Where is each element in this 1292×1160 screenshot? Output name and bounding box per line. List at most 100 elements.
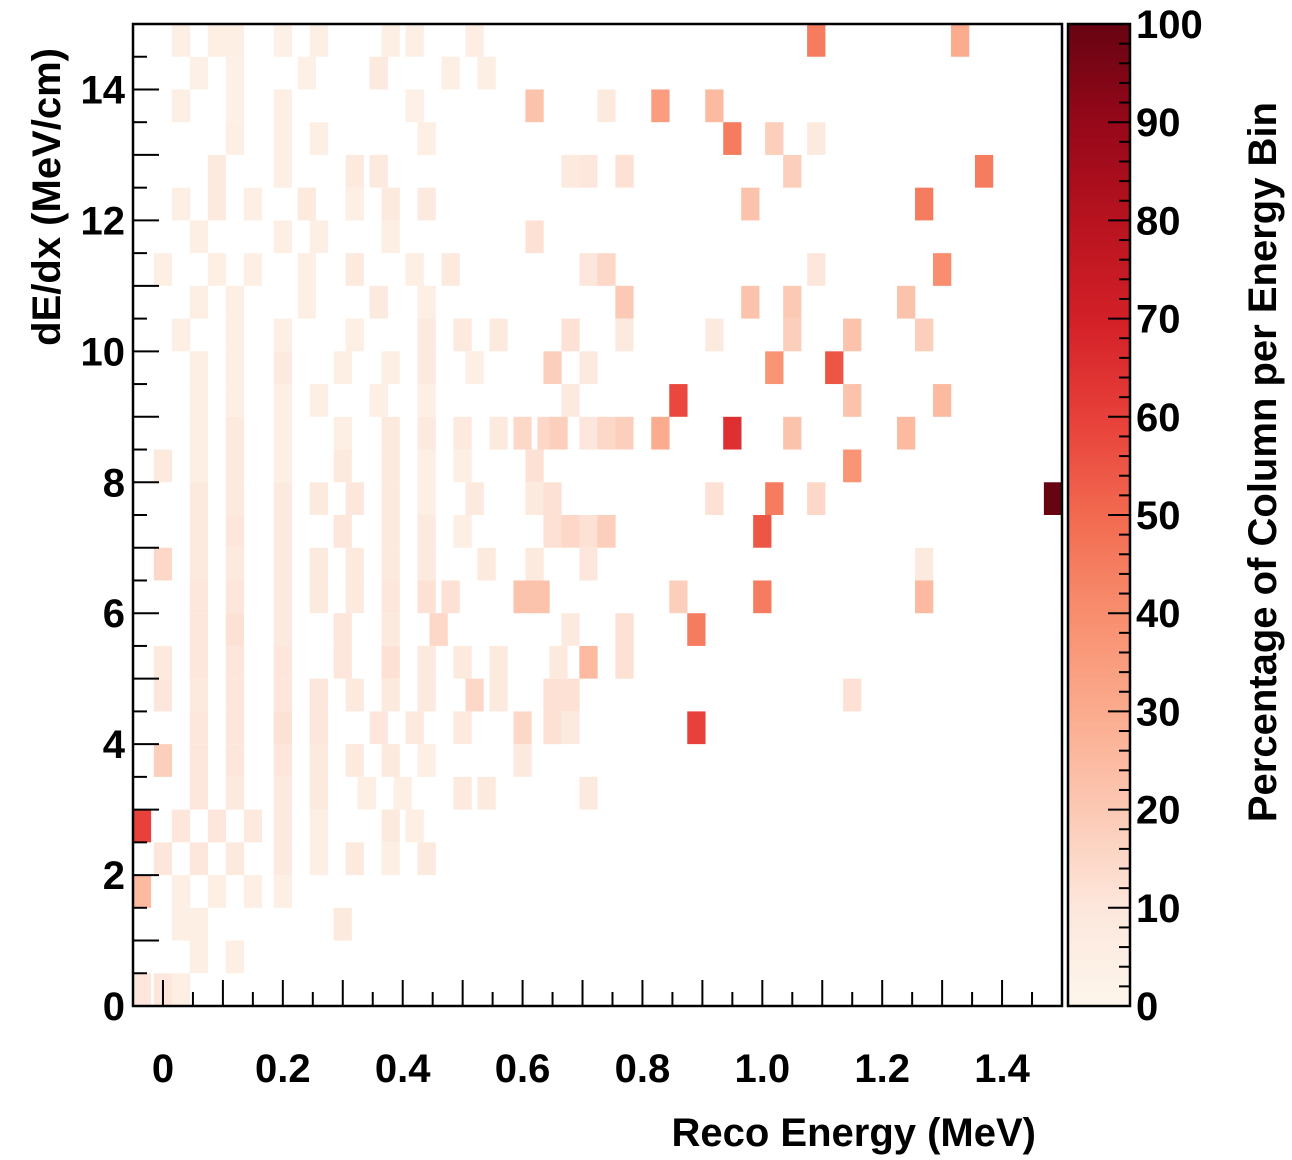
colorbar-segment	[1068, 608, 1130, 614]
heatmap-cell	[309, 678, 328, 712]
heatmap-cell	[273, 449, 292, 483]
colorbar-segment	[1068, 524, 1130, 531]
heatmap-cell	[453, 449, 472, 483]
heatmap-cell	[189, 580, 209, 614]
x-tick-label: 0.2	[255, 1047, 311, 1091]
x-tick-label: 0.6	[495, 1047, 551, 1091]
heatmap-cell	[525, 547, 544, 581]
heatmap-cell	[843, 449, 862, 483]
heatmap-cell	[687, 711, 706, 745]
colorbar-segment	[1068, 426, 1130, 433]
colorbar-segment	[1068, 220, 1130, 226]
heatmap-cell	[753, 515, 772, 548]
heatmap-cell	[189, 678, 209, 712]
colorbar-segment	[1068, 623, 1130, 629]
heatmap-cell	[273, 744, 292, 777]
heatmap-cell	[489, 678, 508, 712]
heatmap-cell	[974, 154, 994, 188]
colorbar-segment	[1068, 127, 1130, 133]
heatmap-cell	[489, 645, 508, 679]
heatmap-cell	[405, 89, 424, 123]
heatmap-cell	[189, 645, 209, 679]
colorbar-segment	[1068, 986, 1130, 992]
heatmap-cell	[153, 645, 173, 679]
heatmap-cell	[369, 56, 388, 90]
heatmap-cell	[525, 89, 544, 123]
colorbar-segment	[1068, 598, 1130, 604]
heatmap-cell	[543, 515, 562, 548]
colorbar-segment	[1068, 259, 1130, 266]
colorbar-segment	[1068, 573, 1130, 580]
heatmap-cell	[273, 776, 292, 810]
colorbar-segment	[1068, 883, 1130, 889]
heatmap-cell	[615, 613, 634, 646]
colorbar-segment	[1068, 485, 1130, 492]
colorbar-segment	[1068, 48, 1130, 55]
heatmap-cell	[189, 907, 209, 941]
heatmap-cell	[615, 285, 634, 319]
heatmap-cell	[417, 645, 436, 679]
heatmap-cell	[489, 416, 508, 450]
heatmap-cell	[189, 547, 209, 581]
colorbar-tick-label: 80	[1136, 199, 1181, 243]
colorbar-segment	[1068, 205, 1130, 212]
colorbar-segment	[1068, 696, 1130, 703]
heatmap-cell	[405, 809, 424, 843]
heatmap-cell	[597, 515, 616, 548]
heatmap-cell	[417, 416, 436, 450]
heatmap-cell	[417, 580, 436, 614]
heatmap-cell	[807, 24, 826, 57]
heatmap-cell	[525, 220, 544, 254]
heatmap-cell	[225, 24, 245, 57]
heatmap-cell	[417, 744, 436, 777]
y-tick-label: 14	[81, 68, 126, 112]
heatmap-cell	[615, 154, 634, 188]
heatmap-cell	[543, 482, 562, 515]
heatmap-cell	[225, 711, 245, 745]
heatmap-cell	[225, 351, 245, 385]
heatmap-cell	[273, 220, 292, 254]
heatmap-cell	[405, 253, 424, 286]
heatmap-cell	[225, 580, 245, 614]
colorbar-segment	[1068, 799, 1130, 806]
heatmap-cell	[825, 351, 844, 385]
colorbar-segment	[1068, 244, 1130, 251]
colorbar-segment	[1068, 539, 1130, 546]
colorbar-segment	[1068, 917, 1130, 924]
colorbar-segment	[1068, 897, 1130, 904]
heatmap-cell	[417, 318, 436, 352]
heatmap-cell	[741, 187, 760, 221]
heatmap-cell	[525, 449, 544, 483]
heatmap-cell	[345, 842, 364, 876]
y-tick-label: 4	[103, 723, 126, 767]
heatmap-cell	[669, 384, 688, 417]
heatmap-cell	[345, 580, 364, 614]
heatmap-cell	[243, 253, 263, 286]
heatmap-cell	[273, 482, 292, 515]
colorbar-segment	[1068, 53, 1130, 59]
heatmap-cell	[189, 416, 209, 450]
colorbar-tick-label: 30	[1136, 690, 1181, 734]
heatmap-cell	[189, 842, 209, 876]
colorbar-segment	[1068, 357, 1130, 364]
colorbar-segment	[1068, 397, 1130, 403]
x-tick-label: 0.4	[375, 1047, 431, 1091]
colorbar-segment	[1068, 966, 1130, 973]
heatmap-cell	[153, 744, 173, 777]
colorbar-segment	[1068, 289, 1130, 295]
heatmap-cell	[465, 351, 484, 385]
heatmap-cell	[417, 449, 436, 483]
colorbar-segment	[1068, 78, 1130, 84]
heatmap-cell	[915, 318, 934, 352]
heatmap-cell	[309, 122, 328, 155]
colorbar-segment	[1068, 102, 1130, 109]
colorbar-segment	[1068, 907, 1130, 914]
y-axis-title: dE/dx (MeV/cm)	[25, 48, 69, 346]
colorbar-segment	[1068, 387, 1130, 393]
heatmap-cell	[705, 318, 724, 352]
heatmap-cell	[765, 122, 784, 155]
colorbar-segment	[1068, 726, 1130, 732]
colorbar-segment	[1068, 554, 1130, 560]
heatmap-cell	[189, 351, 209, 385]
heatmap-cell	[333, 515, 352, 548]
